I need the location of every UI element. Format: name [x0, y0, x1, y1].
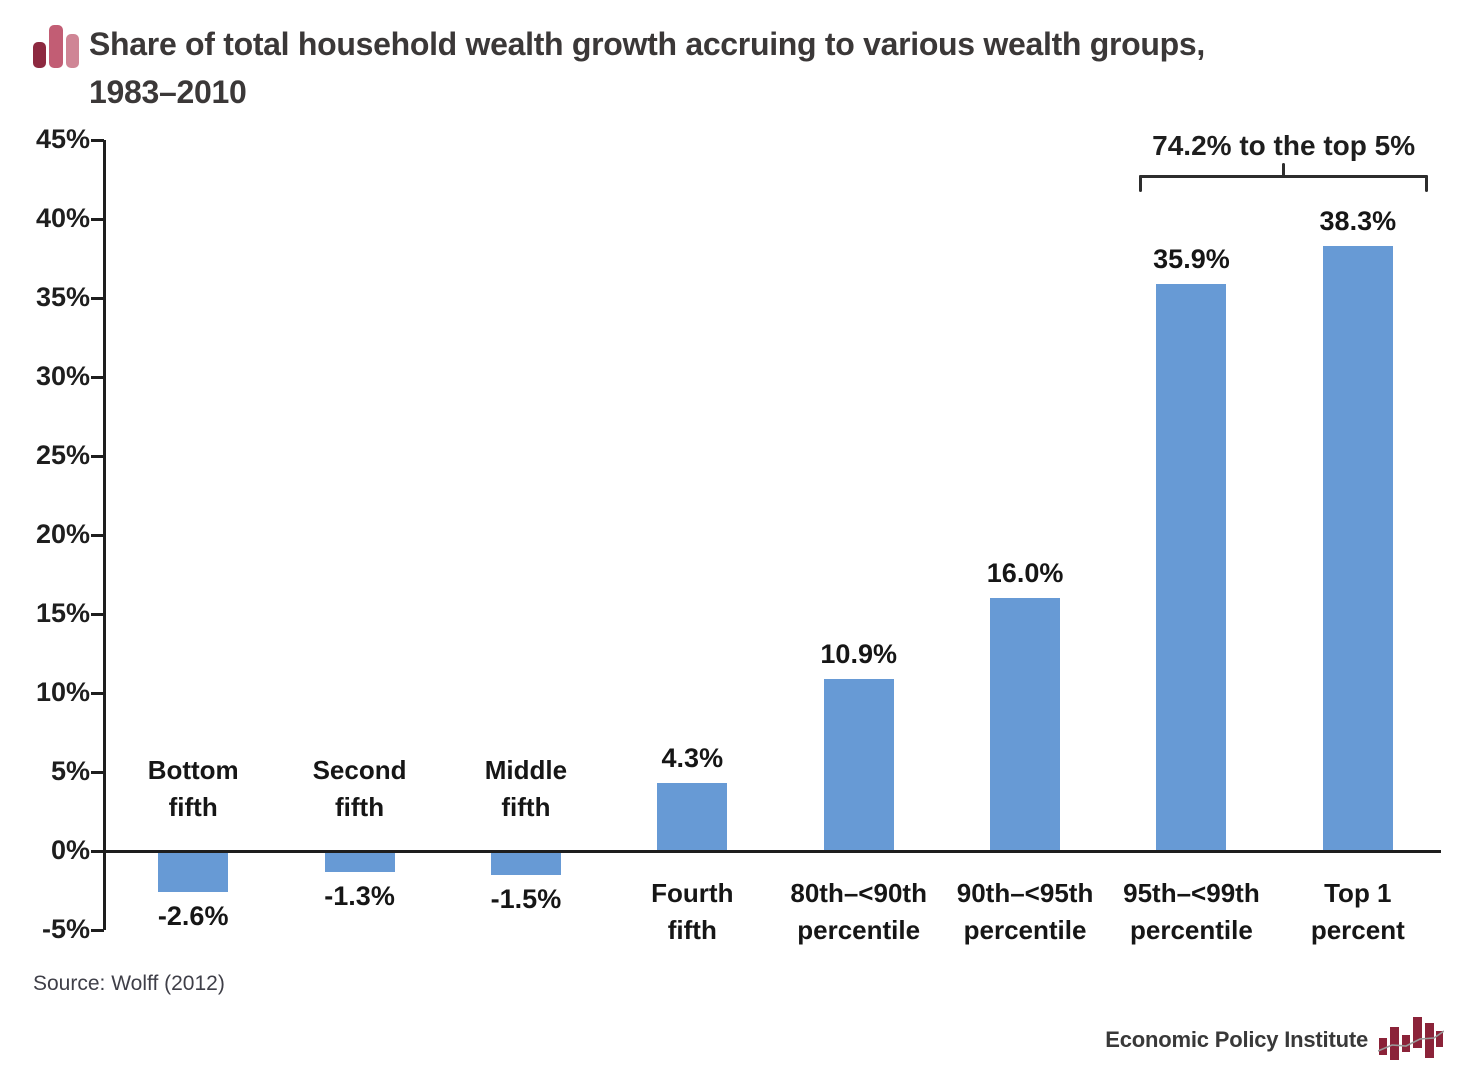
bar-category-label: 90th–<95th percentile [956, 878, 1094, 945]
y-axis-tick [91, 771, 104, 774]
bar-category-label: Second fifth [312, 755, 407, 822]
epi-logo-icon [1377, 1011, 1445, 1070]
page-title-line1: Share of total household wealth growth a… [89, 26, 1205, 62]
bar-category-label: Middle fifth [484, 755, 568, 822]
brand-name: Economic Policy Institute [1105, 1027, 1368, 1052]
y-axis-label: 0% [50, 834, 90, 865]
bar-chart-icon [33, 24, 81, 68]
bar-value-label: -1.5% [490, 883, 562, 914]
y-axis-tick [91, 534, 104, 537]
y-axis-label: 45% [35, 123, 90, 154]
y-axis-label: 40% [35, 202, 90, 233]
bar [324, 851, 395, 872]
y-axis-tick [91, 692, 104, 695]
bar [158, 851, 229, 893]
bar-value-label: 16.0% [986, 558, 1064, 589]
y-axis-label: 20% [35, 518, 90, 549]
y-axis-label: 25% [35, 439, 90, 470]
bar-category-label: 80th–<90th percentile [790, 878, 927, 945]
annotation-bracket-left-hook [1139, 175, 1143, 192]
annotation-bracket-mid-tick [1282, 163, 1286, 176]
bar-value-label: -2.6% [157, 901, 229, 932]
bar-value-label: 38.3% [1319, 205, 1397, 236]
bar [1156, 283, 1227, 851]
y-axis-tick [91, 455, 104, 458]
bar-category-label: 95th–<99th percentile [1123, 878, 1260, 945]
bar [823, 678, 894, 851]
y-axis-tick [91, 850, 104, 853]
bar [1322, 245, 1393, 851]
bar-value-label: 35.9% [1153, 243, 1230, 274]
y-axis-tick [91, 139, 104, 142]
bar [657, 783, 728, 851]
page-title-line2: 1983–2010 [89, 74, 247, 110]
bar-category-label: Bottom fifth [147, 755, 239, 822]
y-axis-tick [91, 218, 104, 221]
bar-category-label: Fourth fifth [651, 878, 734, 945]
annotation-bracket-right-hook [1424, 175, 1428, 192]
y-axis-label: -5% [41, 913, 90, 944]
y-axis-tick [91, 613, 104, 616]
brand-row: Economic Policy Institute [1105, 1011, 1445, 1070]
source-note: Source: Wolff (2012) [33, 972, 225, 995]
bar [990, 598, 1061, 851]
y-axis-tick [91, 376, 104, 379]
y-axis-label: 30% [35, 360, 90, 391]
bar-value-label: 10.9% [820, 638, 897, 669]
y-axis-tick [91, 297, 104, 300]
bar-chart-icon-bar-left [33, 42, 46, 68]
bar-chart-icon-bar-middle [49, 25, 63, 68]
y-axis-line [103, 140, 106, 930]
y-axis-tick [91, 929, 104, 932]
bar-category-label: Top 1 percent [1310, 878, 1405, 945]
bar-value-label: -1.3% [324, 880, 395, 911]
y-axis-label: 5% [50, 755, 90, 786]
y-axis-label: 10% [35, 676, 90, 707]
annotation-bracket [1139, 175, 1428, 178]
y-axis-label: 15% [35, 597, 90, 628]
bar [490, 851, 561, 875]
bar-chart-icon-bar-right [66, 34, 79, 68]
y-axis-label: 35% [35, 281, 90, 312]
annotation-text: 74.2% to the top 5% [1152, 130, 1416, 161]
x-axis-line [104, 850, 1441, 853]
page-title: Share of total household wealth growth a… [89, 20, 1205, 116]
bar-value-label: 4.3% [661, 743, 724, 774]
